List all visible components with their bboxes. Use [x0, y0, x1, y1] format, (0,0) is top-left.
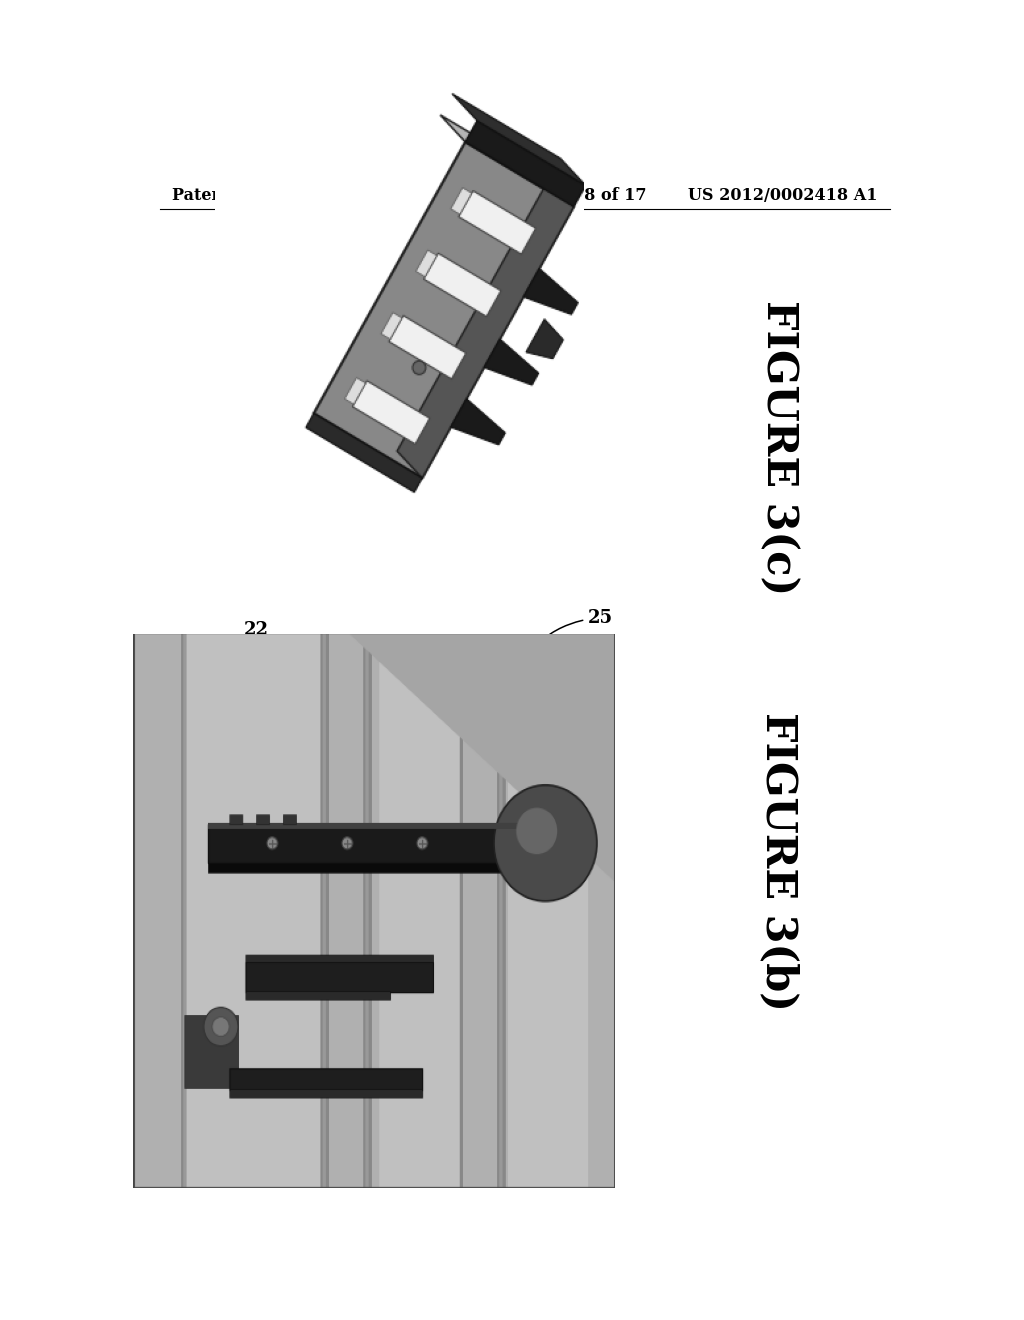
Text: 26: 26 [245, 906, 311, 937]
Text: 53: 53 [273, 484, 389, 512]
Text: 52: 52 [273, 378, 378, 407]
Text: 22: 22 [245, 620, 356, 651]
Text: 55: 55 [293, 296, 437, 321]
Text: FIGURE 3(b): FIGURE 3(b) [758, 713, 800, 1011]
Text: 52: 52 [224, 741, 307, 771]
Text: FIGURE 3(c): FIGURE 3(c) [758, 301, 800, 595]
Text: US 2012/0002418 A1: US 2012/0002418 A1 [688, 187, 878, 205]
Text: 25: 25 [535, 609, 613, 647]
Text: Jan. 5, 2012   Sheet 8 of 17: Jan. 5, 2012 Sheet 8 of 17 [403, 187, 646, 205]
Text: Patent Application Publication: Patent Application Publication [172, 187, 446, 205]
